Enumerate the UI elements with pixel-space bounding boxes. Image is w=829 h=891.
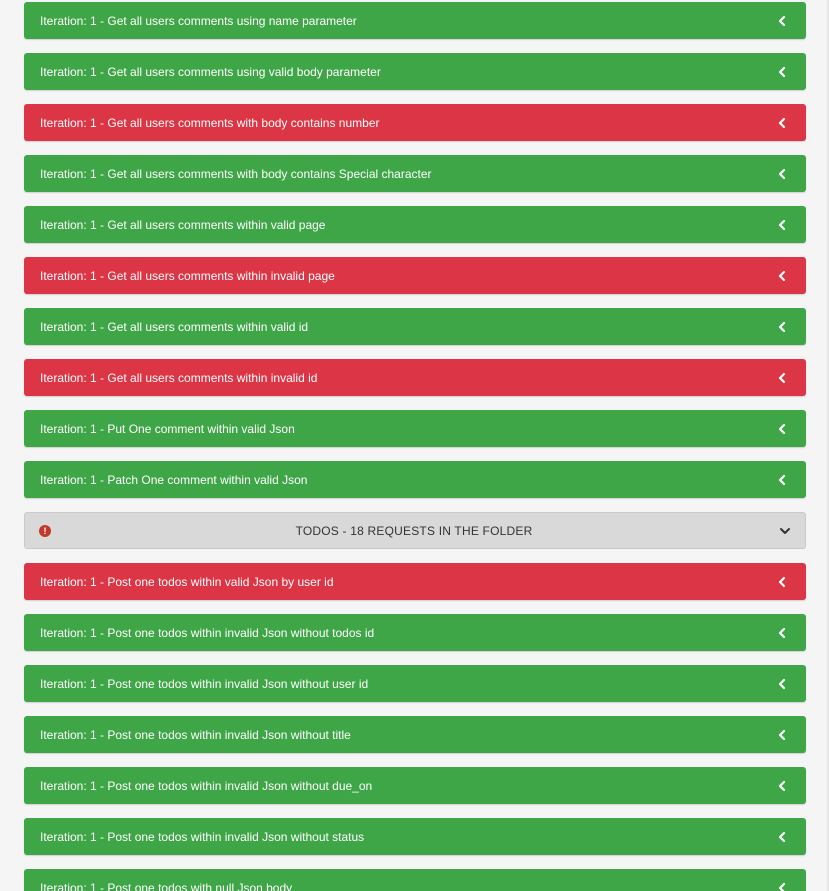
request-row-label: Iteration: 1 - Post one todos within val… [40,574,334,589]
request-row-pass[interactable]: Iteration: 1 - Post one todos with null … [24,869,806,891]
chevron-left-icon[interactable] [774,115,790,131]
scrollbar[interactable] [827,0,829,891]
chevron-left-icon[interactable] [774,778,790,794]
chevron-down-icon[interactable] [777,523,793,539]
chevron-left-icon[interactable] [774,166,790,182]
request-row-pass[interactable]: Iteration: 1 - Post one todos within inv… [24,767,806,804]
request-row-fail[interactable]: Iteration: 1 - Get all users comments wi… [24,359,806,396]
chevron-left-icon[interactable] [774,625,790,641]
chevron-left-icon[interactable] [774,676,790,692]
chevron-left-icon[interactable] [774,268,790,284]
request-row-fail[interactable]: Iteration: 1 - Get all users comments wi… [24,104,806,141]
request-row-label: Iteration: 1 - Get all users comments us… [40,13,357,28]
request-row-label: Iteration: 1 - Post one todos within inv… [40,778,373,793]
request-row-label: Iteration: 1 - Patch One comment within … [40,472,308,487]
request-row-label: Iteration: 1 - Put One comment within va… [40,421,295,436]
chevron-left-icon[interactable] [774,319,790,335]
chevron-left-icon[interactable] [774,829,790,845]
chevron-left-icon[interactable] [774,217,790,233]
request-row-pass[interactable]: Iteration: 1 - Get all users comments wi… [24,308,806,345]
chevron-left-icon[interactable] [774,880,790,891]
chevron-left-icon[interactable] [774,421,790,437]
request-row-fail[interactable]: Iteration: 1 - Post one todos within val… [24,563,806,600]
chevron-left-icon[interactable] [774,13,790,29]
request-row-label: Iteration: 1 - Get all users comments wi… [40,166,432,181]
request-row-pass[interactable]: Iteration: 1 - Post one todos within inv… [24,818,806,855]
request-row-fail[interactable]: Iteration: 1 - Get all users comments wi… [24,257,806,294]
request-row-pass[interactable]: Iteration: 1 - Post one todos within inv… [24,614,806,651]
request-row-label: Iteration: 1 - Post one todos within inv… [40,676,369,691]
request-row-label: Iteration: 1 - Post one todos with null … [40,880,293,891]
folder-header-todos[interactable]: ! TODOS - 18 REQUESTS IN THE FOLDER [24,512,806,549]
request-row-pass[interactable]: Iteration: 1 - Post one todos within inv… [24,716,806,753]
info-circle-icon: ! [39,524,51,537]
chevron-left-icon[interactable] [774,574,790,590]
comments-request-group: Iteration: 1 - Get all users comments us… [24,2,806,498]
request-row-label: Iteration: 1 - Post one todos within inv… [40,625,375,640]
request-row-label: Iteration: 1 - Get all users comments us… [40,64,381,79]
request-row-pass[interactable]: Iteration: 1 - Put One comment within va… [24,410,806,447]
todos-request-group: Iteration: 1 - Post one todos within val… [24,563,806,891]
request-row-pass[interactable]: Iteration: 1 - Get all users comments us… [24,53,806,90]
folder-title: TODOS - 18 REQUESTS IN THE FOLDER [295,523,533,538]
request-row-label: Iteration: 1 - Get all users comments wi… [40,115,380,130]
chevron-left-icon[interactable] [774,64,790,80]
chevron-left-icon[interactable] [774,727,790,743]
request-row-pass[interactable]: Iteration: 1 - Get all users comments wi… [24,155,806,192]
request-row-pass[interactable]: Iteration: 1 - Get all users comments us… [24,2,806,39]
request-row-label: Iteration: 1 - Get all users comments wi… [40,319,309,334]
request-row-label: Iteration: 1 - Get all users comments wi… [40,370,318,385]
request-row-label: Iteration: 1 - Get all users comments wi… [40,268,335,283]
chevron-left-icon[interactable] [774,370,790,386]
request-row-pass[interactable]: Iteration: 1 - Patch One comment within … [24,461,806,498]
request-results-list: Iteration: 1 - Get all users comments us… [24,2,806,891]
request-row-label: Iteration: 1 - Get all users comments wi… [40,217,326,232]
request-row-pass[interactable]: Iteration: 1 - Get all users comments wi… [24,206,806,243]
chevron-left-icon[interactable] [774,472,790,488]
request-row-label: Iteration: 1 - Post one todos within inv… [40,727,351,742]
request-row-pass[interactable]: Iteration: 1 - Post one todos within inv… [24,665,806,702]
request-row-label: Iteration: 1 - Post one todos within inv… [40,829,365,844]
